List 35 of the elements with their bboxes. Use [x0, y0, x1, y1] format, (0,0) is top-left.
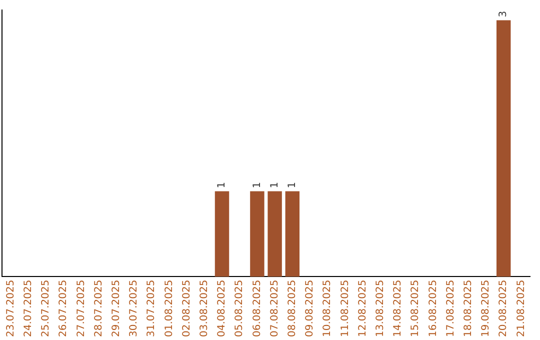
- x-tick-label: 29.07.2025: [110, 280, 122, 338]
- x-tick-label: 18.08.2025: [462, 280, 474, 338]
- data-label: 1: [216, 182, 228, 188]
- x-tick-label: 07.08.2025: [269, 280, 280, 338]
- x-tick-label: 03.08.2025: [198, 280, 210, 338]
- data-label: 1: [286, 182, 298, 188]
- data-label: 3: [498, 10, 510, 18]
- x-tick-label: 16.08.2025: [428, 280, 439, 338]
- x-tick-label: 13.08.2025: [374, 280, 386, 338]
- data-label: 1: [269, 182, 280, 188]
- x-tick-label: 05.08.2025: [234, 280, 246, 338]
- x-tick-label: 26.07.2025: [58, 280, 70, 338]
- x-tick-label: 28.07.2025: [93, 280, 104, 338]
- x-tick-label: 17.08.2025: [445, 280, 456, 338]
- x-tick-label: 31.07.2025: [146, 280, 158, 338]
- x-tick-label: 12.08.2025: [357, 280, 368, 338]
- x-tick-label: 19.08.2025: [480, 280, 492, 338]
- x-tick-label: 23.07.2025: [5, 280, 16, 338]
- x-tick-label: 11.08.2025: [340, 280, 351, 338]
- x-tick-label: 24.07.2025: [22, 280, 34, 338]
- x-tick-label: 21.08.2025: [516, 280, 527, 338]
- x-tick-label: 01.08.2025: [164, 280, 175, 338]
- x-tick-label: 10.08.2025: [322, 280, 334, 338]
- x-tick-label: 04.08.2025: [216, 280, 228, 338]
- x-tick-label: 06.08.2025: [252, 280, 263, 338]
- x-tick-label: 14.08.2025: [392, 280, 404, 338]
- x-tick-label: 20.08.2025: [498, 280, 510, 338]
- x-tick-label: 08.08.2025: [286, 280, 298, 338]
- x-tick-label: 25.07.2025: [40, 280, 52, 338]
- x-tick-label: 27.07.2025: [76, 280, 87, 338]
- x-tick-label: 30.07.2025: [128, 280, 140, 338]
- x-tick-label: 09.08.2025: [304, 280, 316, 338]
- x-tick-label: 02.08.2025: [181, 280, 192, 338]
- data-label: 1: [252, 182, 263, 188]
- x-tick-label: 15.08.2025: [410, 280, 422, 338]
